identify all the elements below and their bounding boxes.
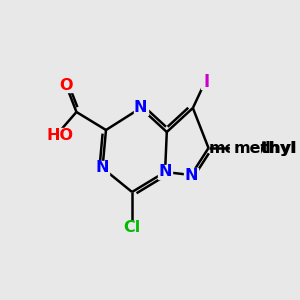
Bar — [158, 165, 172, 179]
Text: Cl: Cl — [123, 220, 141, 236]
Bar — [230, 139, 282, 157]
Bar — [231, 140, 279, 156]
Bar — [201, 75, 213, 89]
Text: N: N — [184, 167, 198, 182]
Text: methyl: methyl — [208, 140, 271, 155]
Bar — [232, 141, 248, 155]
Bar — [49, 128, 71, 142]
Bar — [134, 101, 148, 115]
Text: N: N — [96, 160, 109, 175]
Text: methyl: methyl — [234, 140, 296, 155]
Text: methyl: methyl — [235, 140, 297, 155]
Text: N: N — [158, 164, 172, 179]
Bar — [59, 78, 73, 92]
Bar — [96, 161, 110, 175]
Text: O: O — [59, 77, 73, 92]
Text: N: N — [134, 100, 148, 116]
Bar — [184, 168, 198, 182]
Text: HO: HO — [46, 128, 74, 142]
Bar — [122, 221, 142, 235]
Text: I: I — [204, 73, 210, 91]
